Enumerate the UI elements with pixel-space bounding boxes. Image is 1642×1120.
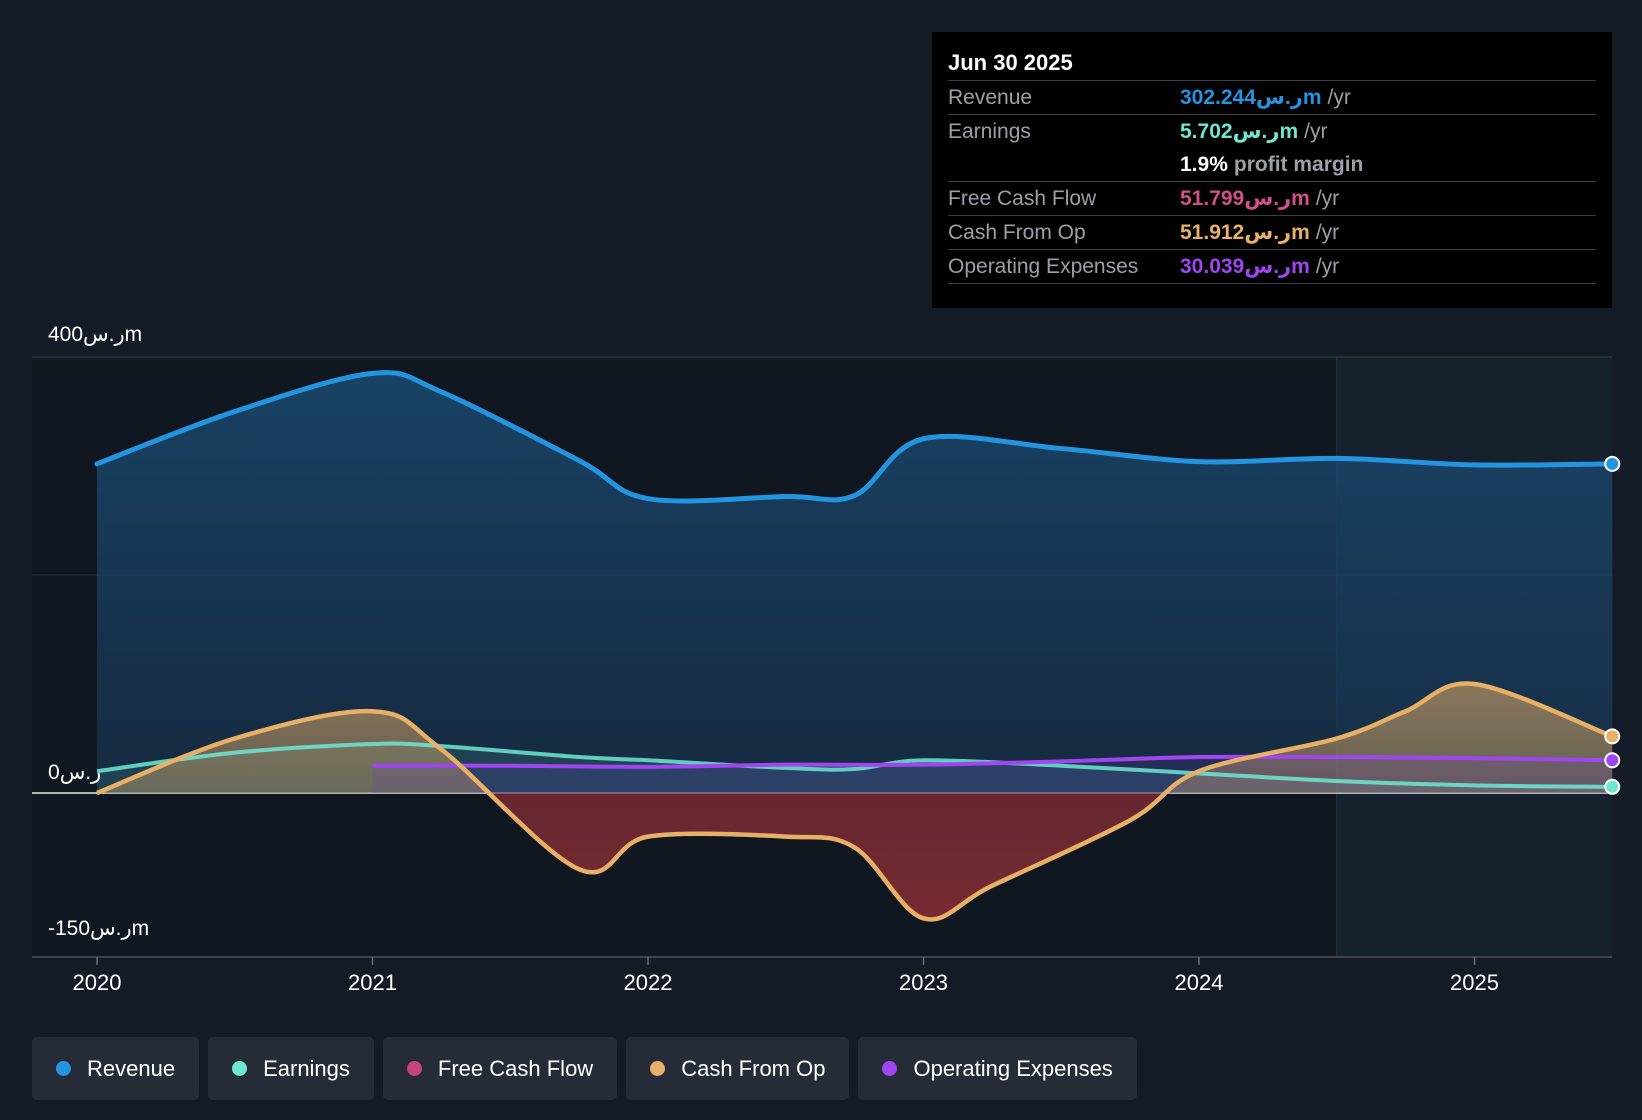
tooltip-value: 302.244ر.سm (1180, 86, 1322, 109)
y-axis-label: 0ر.س (48, 761, 101, 784)
legend-dot-icon (56, 1061, 71, 1076)
operating-expenses-line (372, 754, 1613, 769)
legend-dot-icon (650, 1061, 666, 1076)
tooltip-unit: /yr (1315, 220, 1340, 244)
legend-label: Operating Expenses (913, 1055, 1113, 1081)
tooltip-value: 51.799ر.سm (1180, 187, 1310, 210)
tooltip-value: 5.702ر.سm (1180, 120, 1299, 143)
tooltip-date: Jun 30 2025 (948, 50, 1073, 75)
tooltip-unit: profit margin (1233, 152, 1364, 176)
legend-item-operating-expenses[interactable]: Operating Expenses (858, 1037, 1137, 1100)
legend-label: Free Cash Flow (437, 1055, 594, 1081)
series-lines (94, 370, 1615, 922)
x-tick-label: 2021 (348, 970, 397, 995)
axes: 2020 2021 2022 2023 2024 2025 400ر.سm 0ر.س -150ر… (32, 323, 1613, 995)
revenue-end-point (1604, 455, 1621, 472)
tooltip-value: 30.039ر.سm (1180, 255, 1310, 278)
tooltip-label: Earnings (948, 119, 1031, 143)
earnings-line (96, 741, 1613, 789)
cash-from-op-end-point (1604, 728, 1621, 745)
operating-expenses-end-point (1604, 752, 1621, 769)
operating-expenses-area (372, 756, 1613, 793)
tooltip-row-profit-margin: 1.9% profit margin (948, 148, 1596, 181)
earnings-end-point (1604, 778, 1621, 795)
tooltip-label: Cash From Op (948, 220, 1086, 244)
revenue-line (94, 370, 1615, 504)
x-tick-label: 2022 (624, 970, 673, 995)
y-axis-label: 400ر.سm (48, 323, 142, 346)
cash-from-op-positive-area (97, 683, 1613, 793)
legend-dot-icon (406, 1061, 422, 1076)
x-tick-label: 2025 (1450, 970, 1499, 995)
tooltip-value: 1.9% (1180, 152, 1228, 176)
x-tick-label: 2020 (73, 970, 122, 995)
legend-label: Revenue (87, 1055, 176, 1081)
series-areas (97, 372, 1613, 920)
legend-label: Earnings (263, 1055, 350, 1081)
y-axis-label: -150ر.سm (48, 917, 149, 940)
legend-dot-icon (232, 1061, 248, 1076)
tooltip-unit: /yr (1315, 186, 1340, 210)
tooltip-row-earnings: Earnings 5.702ر.سm /yr (948, 114, 1596, 148)
x-tick-label: 2023 (899, 970, 948, 995)
legend: Revenue Earnings Free Cash Flow Cash Fro… (32, 1037, 1137, 1100)
legend-item-revenue[interactable]: Revenue (32, 1037, 200, 1100)
tooltip-unit: /yr (1327, 85, 1351, 109)
tooltip-unit: /yr (1304, 119, 1328, 143)
x-tick-label: 2024 (1175, 970, 1224, 995)
revenue-area (97, 372, 1613, 793)
tooltip-label: Operating Expenses (948, 254, 1139, 278)
tooltip-row-revenue: Revenue 302.244ر.سm /yr (948, 80, 1596, 114)
tooltip-panel: Jun 30 2025 Revenue 302.244ر.سm /yr Earn… (932, 32, 1612, 308)
legend-dot-icon (882, 1061, 898, 1076)
tooltip-unit: /yr (1315, 254, 1340, 278)
legend-item-free-cash-flow[interactable]: Free Cash Flow (382, 1037, 618, 1100)
tooltip-label: Free Cash Flow (948, 186, 1097, 210)
tooltip-value: 51.912ر.سm (1180, 221, 1310, 244)
legend-item-earnings[interactable]: Earnings (208, 1037, 374, 1100)
free-cash-flow-negative-area (97, 793, 1613, 920)
tooltip-row-operating-expenses: Operating Expenses 30.039ر.سm /yr (948, 249, 1596, 284)
series-end-points (1604, 455, 1621, 795)
tooltip-row-cash-from-op: Cash From Op 51.912ر.سm /yr (948, 215, 1596, 249)
legend-item-cash-from-op[interactable]: Cash From Op (626, 1037, 850, 1100)
cash-from-op-line (96, 681, 1614, 922)
tooltip-row-free-cash-flow: Free Cash Flow 51.799ر.سm /yr (948, 181, 1596, 215)
legend-label: Cash From Op (681, 1055, 826, 1081)
tooltip-label: Revenue (948, 85, 1033, 109)
